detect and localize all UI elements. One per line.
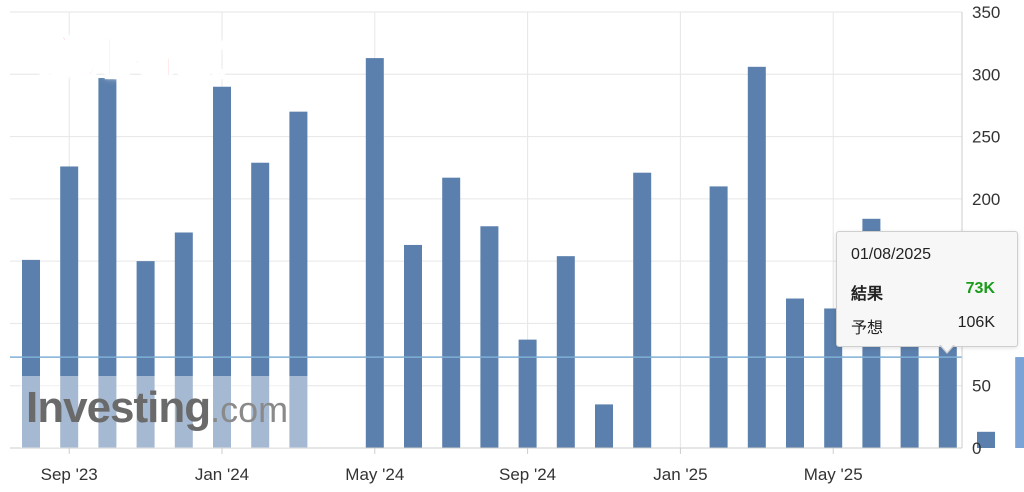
bar	[174, 232, 193, 448]
y-tick-label: 0	[972, 439, 981, 458]
tooltip-actual-value: 73K	[965, 280, 995, 297]
bar	[22, 259, 40, 448]
watermark-band	[20, 376, 308, 448]
bar	[977, 431, 995, 448]
investing-watermark-logo: Investing.com	[26, 386, 288, 430]
bar	[365, 58, 384, 448]
data-tooltip: 01/08/2025 結果 73K 予想 106K	[836, 231, 1018, 347]
bar	[595, 404, 613, 448]
bar	[136, 261, 155, 448]
tooltip-date: 01/08/2025	[851, 246, 932, 263]
y-tick-label: 250	[972, 128, 1000, 147]
bar	[556, 256, 575, 448]
bar-highlighted	[1015, 357, 1024, 448]
bar	[480, 226, 499, 448]
tooltip-pointer-fill	[940, 344, 954, 352]
tooltip-actual-label: 結果	[851, 284, 884, 303]
bar	[60, 166, 79, 448]
chart-title: 雇用者数	[39, 30, 225, 84]
bar	[709, 186, 728, 448]
bar	[786, 298, 804, 448]
x-tick-label: Jan '24	[195, 465, 249, 484]
tooltip-forecast-label: 予想	[851, 318, 884, 337]
bar	[747, 66, 766, 448]
y-tick-label: 50	[972, 377, 991, 396]
x-tick-label: May '24	[345, 465, 404, 484]
bar	[518, 339, 537, 448]
bars	[22, 58, 1024, 449]
watermark-main: Investing	[26, 383, 211, 432]
x-tick-label: Sep '23	[41, 465, 98, 484]
bar	[633, 172, 652, 448]
x-tick-label: Sep '24	[499, 465, 556, 484]
watermark-suffix: .com	[210, 389, 289, 430]
bar	[251, 162, 270, 448]
x-tick-label: May '25	[804, 465, 863, 484]
y-tick-label: 300	[972, 65, 1000, 84]
bar	[404, 244, 422, 448]
x-tick-label: Jan '25	[653, 465, 707, 484]
y-tick-label: 200	[972, 190, 1000, 209]
bar	[938, 342, 957, 448]
y-tick-label: 350	[972, 3, 1000, 22]
bar	[98, 78, 117, 448]
tooltip-forecast-value: 106K	[957, 314, 995, 331]
bar	[289, 111, 308, 449]
bar	[442, 177, 461, 448]
